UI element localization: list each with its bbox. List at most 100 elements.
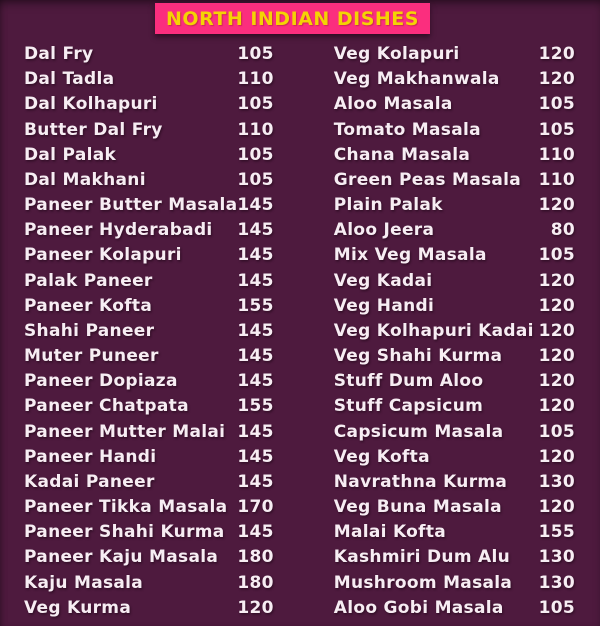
dish-name: Paneer Mutter Malai [24, 421, 226, 442]
menu-item-row: Veg Makhanwala 120 [334, 69, 575, 89]
dish-name: Plain Palak [333, 195, 443, 216]
dish-price: 130 [538, 547, 575, 568]
dish-name: Stuff Capsicum [333, 396, 484, 417]
menu-item-row: Dal Tadla 110 [24, 69, 274, 89]
dish-name: Paneer Kofta [24, 295, 153, 316]
dish-name: Paneer Handi [24, 446, 157, 467]
menu-item-row: Paneer Shahi Kurma 145 [24, 522, 274, 542]
dish-name: Muter Puneer [24, 346, 159, 367]
menu-item-row: Paneer Hyderabadi 145 [24, 220, 274, 240]
menu-item-row: Paneer Mutter Malai 145 [24, 422, 274, 442]
menu-item-row: Mushroom Masala 130 [334, 573, 575, 593]
dish-price: 120 [538, 320, 575, 341]
dish-price: 105 [237, 94, 274, 115]
dish-price: 145 [237, 220, 274, 241]
dish-price: 120 [538, 295, 575, 316]
dish-price: 120 [538, 69, 575, 90]
dish-name: Capsicum Masala [333, 421, 504, 442]
menu-item-row: Mix Veg Masala 105 [334, 245, 575, 265]
dish-price: 155 [538, 522, 575, 543]
dish-name: Veg Kolhapuri Kadai [333, 320, 534, 341]
dish-name: Paneer Shahi Kurma [24, 522, 225, 543]
dish-price: 120 [538, 497, 575, 518]
dish-price: 105 [237, 144, 274, 165]
dish-price: 110 [237, 119, 274, 140]
menu-column-right: Veg Kolapuri 120 Veg Makhanwala 120 Aloo Mas… [334, 44, 575, 618]
menu-item-row: Kaju Masala 180 [24, 573, 274, 593]
dish-name: Malai Kofta [333, 522, 447, 543]
dish-price: 145 [237, 471, 274, 492]
menu-item-row: Tomato Masala 105 [334, 120, 575, 140]
menu-item-row: Plain Palak 120 [334, 195, 575, 215]
menu-item-row: Paneer Kofta 155 [24, 296, 274, 316]
dish-name: Paneer Kolapuri [24, 245, 182, 266]
dish-price: 120 [538, 346, 575, 367]
dish-price: 145 [237, 245, 274, 266]
dish-name: Tomato Masala [333, 119, 481, 140]
menu-item-row: Malai Kofta 155 [334, 522, 575, 542]
dish-name: Stuff Dum Aloo [333, 371, 484, 392]
dish-price: 145 [237, 446, 274, 467]
dish-name: Paneer Dopiaza [24, 371, 178, 392]
dish-name: Mushroom Masala [333, 572, 513, 593]
dish-price: 80 [550, 220, 575, 241]
dish-name: Paneer Hyderabadi [24, 220, 213, 241]
dish-price: 130 [538, 572, 575, 593]
menu-item-row: Dal Palak 105 [24, 145, 274, 165]
menu-item-row: Palak Paneer 145 [24, 271, 274, 291]
dish-price: 145 [237, 195, 274, 216]
dish-name: Veg Kurma [24, 597, 132, 618]
dish-price: 145 [237, 270, 274, 291]
dish-price: 170 [237, 497, 274, 518]
menu-item-row: Butter Dal Fry 110 [24, 120, 274, 140]
dish-price: 120 [538, 396, 575, 417]
menu-item-row: Veg Kolapuri 120 [334, 44, 575, 64]
menu-item-row: Veg Buna Masala 120 [334, 497, 575, 517]
dish-name: Chana Masala [333, 144, 471, 165]
dish-name: Veg Kadai [333, 270, 433, 291]
dish-name: Veg Buna Masala [333, 497, 502, 518]
menu-item-row: Dal Makhani 105 [24, 170, 274, 190]
menu-item-row: Paneer Tikka Masala 170 [24, 497, 274, 517]
dish-name: Aloo Masala [333, 94, 453, 115]
dish-price: 105 [538, 421, 575, 442]
menu-item-row: Paneer Chatpata 155 [24, 396, 274, 416]
dish-price: 110 [237, 69, 274, 90]
menu-columns: Dal Fry 105 Dal Tadla 110 Dal Kolhapuri 105 Bu… [24, 44, 575, 618]
dish-price: 105 [538, 119, 575, 140]
dish-price: 105 [538, 245, 575, 266]
dish-price: 145 [237, 371, 274, 392]
dish-price: 145 [237, 421, 274, 442]
dish-name: Veg Shahi Kurma [333, 346, 503, 367]
dish-price: 145 [237, 522, 274, 543]
menu-item-row: Shahi Paneer 145 [24, 321, 274, 341]
dish-price: 155 [237, 295, 274, 316]
menu-item-row: Navrathna Kurma 130 [334, 472, 575, 492]
dish-name: Dal Fry [24, 44, 94, 64]
dish-price: 105 [237, 169, 274, 190]
menu-item-row: Paneer Dopiaza 145 [24, 371, 274, 391]
dish-name: Paneer Chatpata [24, 396, 189, 417]
dish-price: 105 [538, 94, 575, 115]
menu-item-row: Veg Handi 120 [334, 296, 575, 316]
dish-name: Aloo Gobi Masala [333, 597, 504, 618]
dish-price: 155 [237, 396, 274, 417]
dish-name: Veg Kofta [333, 446, 430, 467]
menu-item-row: Stuff Capsicum 120 [334, 396, 575, 416]
menu-item-row: Stuff Dum Aloo 120 [334, 371, 575, 391]
menu-item-row: Veg Kofta 120 [334, 447, 575, 467]
dish-name: Kashmiri Dum Alu [333, 547, 511, 568]
dish-price: 120 [538, 446, 575, 467]
dish-price: 145 [237, 346, 274, 367]
dish-price: 180 [237, 572, 274, 593]
menu-item-row: Green Peas Masala 110 [334, 170, 575, 190]
dish-price: 120 [538, 195, 575, 216]
dish-price: 110 [538, 144, 575, 165]
dish-name: Veg Makhanwala [333, 69, 500, 90]
dish-price: 120 [237, 597, 274, 618]
dish-name: Dal Kolhapuri [24, 94, 158, 115]
menu-item-row: Kashmiri Dum Alu 130 [334, 547, 575, 567]
dish-price: 120 [538, 270, 575, 291]
dish-name: Dal Tadla [24, 69, 115, 90]
menu-item-row: Paneer Kaju Masala 180 [24, 547, 274, 567]
